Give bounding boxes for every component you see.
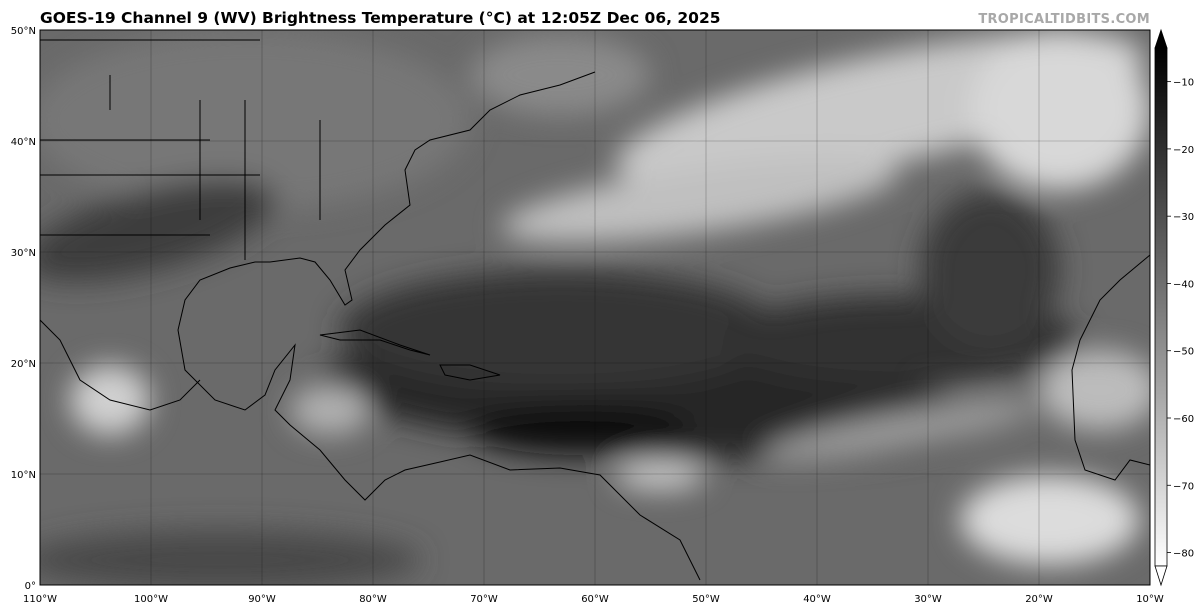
longitude-label: 80°W — [359, 594, 387, 605]
colorbar-bar — [1154, 47, 1168, 567]
latitude-label: 30°N — [11, 248, 36, 259]
colorbar-tick-label: −10 — [1173, 78, 1194, 89]
colorbar-tick-label: −20 — [1173, 145, 1194, 156]
colorbar-tick-label: −80 — [1173, 549, 1194, 560]
watermark: TROPICALTIDBITS.COM — [978, 12, 1150, 27]
map-title: GOES-19 Channel 9 (WV) Brightness Temper… — [40, 9, 721, 27]
colorbar-extend-top — [1154, 28, 1168, 49]
colorbar-tick-label: −70 — [1173, 481, 1194, 492]
longitude-label: 110°W — [23, 594, 57, 605]
colorbar-tick-label: −40 — [1173, 279, 1194, 290]
colorbar-extend-bottom — [1154, 565, 1168, 587]
satellite-imagery — [40, 30, 1150, 585]
longitude-label: 50°W — [692, 594, 720, 605]
latitude-label: 0° — [25, 581, 36, 592]
latitude-label: 10°N — [11, 470, 36, 481]
longitude-label: 10°W — [1136, 594, 1164, 605]
longitude-label: 30°W — [914, 594, 942, 605]
latitude-label: 20°N — [11, 359, 36, 370]
longitude-label: 40°W — [803, 594, 831, 605]
longitude-label: 20°W — [1025, 594, 1053, 605]
longitude-label: 100°W — [134, 594, 168, 605]
latitude-labels: 0° 10°N 20°N 30°N 40°N 50°N — [11, 26, 36, 592]
colorbar-tick-label: −30 — [1173, 212, 1194, 223]
longitude-label: 60°W — [581, 594, 609, 605]
colorbar-tick-label: −60 — [1173, 414, 1194, 425]
latitude-label: 40°N — [11, 137, 36, 148]
latitude-label: 50°N — [11, 26, 36, 37]
longitude-label: 70°W — [470, 594, 498, 605]
colorbar: −10 −20 −30 −40 −50 −60 −70 −80 — [1154, 28, 1194, 587]
longitude-label: 90°W — [248, 594, 276, 605]
colorbar-tick-label: −50 — [1173, 347, 1194, 358]
coastlines — [40, 39, 1150, 581]
map-frame — [39, 29, 1151, 586]
longitude-labels: 110°W 100°W 90°W 80°W 70°W 60°W 50°W 40°W 30°W 20… — [23, 594, 1164, 605]
